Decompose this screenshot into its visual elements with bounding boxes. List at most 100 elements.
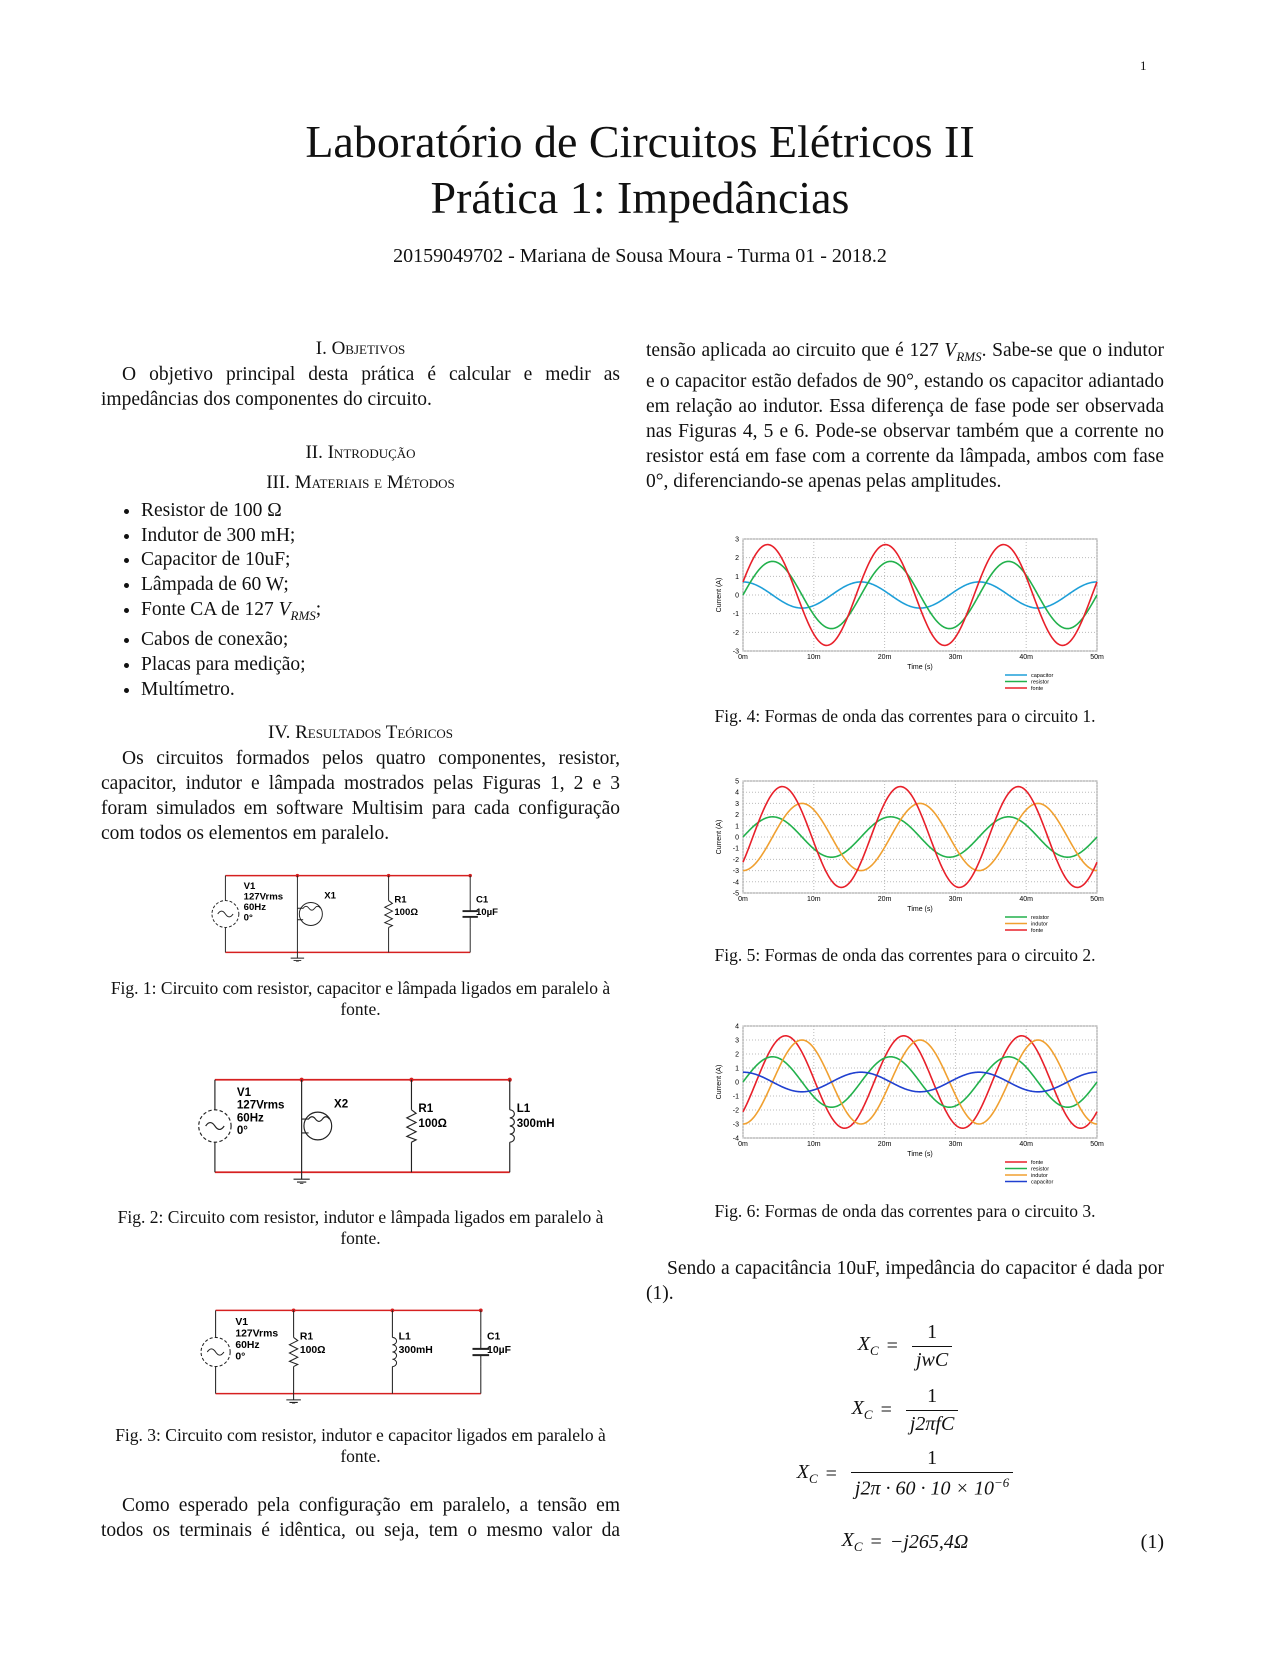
math: VRMS [944, 340, 982, 364]
component-value: 300mH [399, 1345, 433, 1356]
fraction: 1 j2πfC [905, 1384, 959, 1436]
component-name: R1 [418, 1103, 433, 1115]
x-tick-label: 40m [1019, 1141, 1033, 1148]
list-item: Capacitor de 10uF; [141, 548, 620, 573]
equation-relation: = [880, 1398, 892, 1421]
source-label: 0° [235, 1351, 245, 1362]
title: Prática 1: Impedâncias [430, 172, 850, 223]
component-value: 100Ω [394, 907, 418, 918]
component-name: X2 [334, 1099, 348, 1111]
waveform-chart: 0m 10m 20m 30m 40m 50m -3 -2 -1 0 1 2 3 Time (s) Curre… [716, 537, 1104, 693]
title: Laboratório de Circuitos Elétricos II [305, 116, 975, 167]
equation-relation: = [886, 1334, 898, 1357]
inductor [509, 1109, 515, 1143]
y-tick-label: -4 [733, 1136, 739, 1143]
paragraph: Como esperado pela configuração em paral… [101, 1495, 620, 1541]
legend-label: resistor [1031, 1167, 1049, 1173]
ac-source [211, 900, 240, 928]
denominator: j2πfC [905, 1409, 959, 1436]
equation-number: (1) [1140, 1530, 1164, 1553]
resistor [288, 1337, 300, 1368]
x-tick-label: 40m [1019, 896, 1033, 903]
x-axis-label: Time (s) [907, 664, 932, 671]
fraction: 1 j2π · 60 · 10 × 10−6 [850, 1447, 1014, 1501]
waveform [742, 560, 1098, 630]
x-tick-label: 20m [878, 1141, 892, 1148]
lamp [298, 902, 323, 926]
resistor [405, 1109, 418, 1143]
math-symbol: X [841, 1529, 854, 1551]
y-tick-label: -2 [733, 857, 739, 864]
denominator-text: j2π · 60 · 10 × 10 [854, 1477, 994, 1500]
y-tick-label: 1 [735, 574, 739, 581]
ground [293, 1172, 310, 1184]
component-value: 100Ω [300, 1345, 326, 1356]
equation-rhs: −j265,4Ω [889, 1530, 969, 1553]
x-tick-label: 30m [949, 654, 963, 661]
source-label: 60Hz [235, 1340, 259, 1351]
ac-symbol [217, 910, 234, 918]
x-axis-label: Time (s) [907, 906, 932, 913]
y-tick-label: 3 [735, 537, 739, 544]
waveform [742, 1039, 1098, 1125]
y-tick-label: 4 [735, 1024, 739, 1031]
section-heading: III. Materiais e Métodos [266, 472, 455, 493]
numerator: 1 [927, 1384, 938, 1407]
lamp-filament [297, 905, 321, 921]
component-value: 10µF [476, 907, 498, 918]
section-heading: IV. Resultados Teóricos [267, 722, 453, 743]
resistor [383, 900, 394, 928]
waveform [742, 543, 1098, 647]
x-tick-label: 40m [1019, 654, 1033, 661]
math-subscript: RMS [956, 348, 982, 364]
y-tick-label: -3 [733, 868, 739, 875]
x-tick-label: 10m [807, 654, 821, 661]
equation-relation: = [825, 1462, 837, 1485]
legend-label: resistor [1031, 915, 1049, 921]
text-run: tensão aplicada ao circuito que é 127 [646, 340, 945, 361]
equation: XC = 1 jwC [646, 1318, 1164, 1374]
denominator-text: jwC [915, 1348, 949, 1371]
y-tick-label: -4 [733, 879, 739, 886]
list: Resistor de 100 ΩIndutor de 300 mH;Capac… [101, 499, 620, 703]
list-item: Multímetro. [141, 678, 620, 703]
source-label: 127Vrms [244, 892, 283, 903]
math-symbol: X [851, 1397, 864, 1419]
text-run: . Sabe-se que o indutor e o capacitor es… [646, 340, 1164, 492]
source-label: 0° [244, 913, 253, 924]
x-tick-label: 50m [1090, 654, 1104, 661]
y-tick-label: 0 [735, 835, 739, 842]
x-tick-label: 0m [738, 654, 748, 661]
math-subscript: C [863, 1407, 873, 1422]
legend-label: fonte [1031, 686, 1043, 692]
numerator: 1 [927, 1447, 938, 1470]
ac-symbol [205, 1121, 225, 1131]
equation: XC = 1 j2π · 60 · 10 × 10−6 [646, 1446, 1164, 1502]
text-run: Fonte CA de 127 [141, 598, 279, 620]
waveform [742, 1034, 1098, 1130]
denominator: j2π · 60 · 10 × 10−6 [850, 1472, 1014, 1501]
math-symbol: X [796, 1461, 809, 1483]
y-axis-label: Current (A) [716, 578, 723, 613]
component-value: 10µF [487, 1345, 511, 1356]
component-name: C1 [476, 894, 489, 905]
y-axis-label: Current (A) [716, 820, 723, 855]
x-tick-label: 10m [807, 1141, 821, 1148]
ground [286, 1393, 301, 1404]
fraction: 1 jwC [911, 1321, 953, 1372]
equation: XC = −j265,4Ω (1) [646, 1514, 1164, 1570]
paragraph: O objetivo principal desta prática é cal… [101, 364, 620, 410]
list-item: Fonte CA de 127 VRMS; [141, 598, 620, 629]
x-tick-label: 0m [738, 896, 748, 903]
ground [290, 952, 305, 962]
waveform [742, 785, 1098, 889]
x-axis-label: Time (s) [907, 1151, 932, 1158]
paragraph: tensão aplicada ao circuito que é 127 VR… [646, 338, 1164, 494]
y-tick-label: -2 [733, 1108, 739, 1115]
ac-symbol [206, 1348, 225, 1356]
section-heading: II. Introdução [305, 442, 416, 463]
x-tick-label: 0m [738, 1141, 748, 1148]
